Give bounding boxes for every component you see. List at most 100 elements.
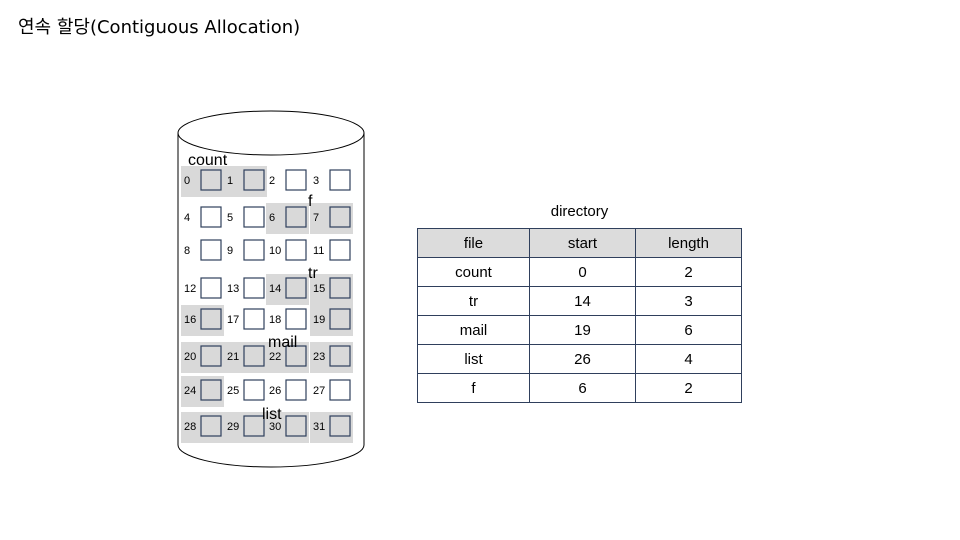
- block-number: 14: [269, 283, 281, 295]
- cell-file: f: [417, 373, 530, 403]
- disk-block: [243, 415, 265, 437]
- disk-block: [285, 345, 307, 367]
- disk-block: [243, 308, 265, 330]
- disk-block: [243, 206, 265, 228]
- block-number: 28: [184, 421, 196, 433]
- block-number: 11: [313, 245, 324, 257]
- disk-block: [200, 308, 222, 330]
- disk-block: [200, 239, 222, 261]
- directory-caption: directory: [550, 203, 609, 220]
- block-number: 22: [269, 351, 281, 363]
- block-number: 5: [227, 212, 233, 224]
- block-number: 31: [313, 421, 325, 433]
- file-label: count: [188, 152, 228, 169]
- block-number: 30: [269, 421, 281, 433]
- disk-block: [243, 169, 265, 191]
- slide-title: 연속 할당(Contiguous Allocation): [18, 17, 301, 38]
- block-number: 23: [313, 351, 325, 363]
- cell-file: tr: [417, 286, 530, 316]
- block-number: 0: [184, 175, 190, 187]
- directory-row: f 6 2: [417, 373, 742, 403]
- cell-length: 2: [635, 373, 742, 403]
- disk-block: [200, 169, 222, 191]
- file-label: list: [262, 406, 282, 423]
- disk-block: [200, 379, 222, 401]
- disk-block: [285, 277, 307, 299]
- cell-file: count: [417, 257, 530, 287]
- block-number: 10: [269, 245, 281, 257]
- block-number: 21: [227, 351, 239, 363]
- disk-block: [329, 345, 351, 367]
- cell-length: 2: [635, 257, 742, 287]
- disk-block: [285, 169, 307, 191]
- disk-block: [329, 308, 351, 330]
- directory-table: file start length count 0 2 tr 14 3 mail…: [417, 228, 742, 403]
- cell-file: mail: [417, 315, 530, 345]
- disk-block: [200, 277, 222, 299]
- disk-block: [329, 379, 351, 401]
- block-number: 27: [313, 385, 325, 397]
- header-length: length: [635, 228, 742, 258]
- disk-block: [200, 345, 222, 367]
- disk-block: [243, 239, 265, 261]
- file-label: tr: [308, 265, 318, 282]
- disk-block: [285, 415, 307, 437]
- file-label: mail: [268, 334, 297, 351]
- block-number: 13: [227, 283, 239, 295]
- cell-length: 4: [635, 344, 742, 374]
- block-number: 16: [184, 314, 196, 326]
- block-number: 25: [227, 385, 239, 397]
- disk-block: [200, 415, 222, 437]
- cell-start: 14: [529, 286, 636, 316]
- block-number: 17: [227, 314, 239, 326]
- block-number: 20: [184, 351, 196, 363]
- disk-block: [243, 345, 265, 367]
- directory-header-row: file start length: [417, 228, 742, 258]
- block-number: 1: [227, 175, 233, 187]
- block-number: 3: [313, 175, 319, 187]
- cell-start: 6: [529, 373, 636, 403]
- disk-block: [285, 239, 307, 261]
- block-number: 15: [313, 283, 325, 295]
- disk-block: [200, 206, 222, 228]
- disk-block: [329, 239, 351, 261]
- block-number: 18: [269, 314, 281, 326]
- header-start: start: [529, 228, 636, 258]
- disk-block: [285, 206, 307, 228]
- disk-block: [243, 379, 265, 401]
- disk-block: [329, 206, 351, 228]
- cell-length: 3: [635, 286, 742, 316]
- block-number: 4: [184, 212, 190, 224]
- directory-row: tr 14 3: [417, 286, 742, 316]
- block-number: 12: [184, 283, 196, 295]
- file-label: f: [308, 193, 313, 210]
- block-number: 7: [313, 212, 319, 224]
- cell-length: 6: [635, 315, 742, 345]
- directory-row: mail 19 6: [417, 315, 742, 345]
- directory-row: list 26 4: [417, 344, 742, 374]
- block-number: 8: [184, 245, 190, 257]
- disk-block: [243, 277, 265, 299]
- block-number: 2: [269, 175, 275, 187]
- block-number: 24: [184, 385, 196, 397]
- cell-start: 19: [529, 315, 636, 345]
- disk-cylinder-top: [177, 110, 365, 156]
- disk-block: [329, 415, 351, 437]
- cell-start: 0: [529, 257, 636, 287]
- directory-row: count 0 2: [417, 257, 742, 287]
- block-number: 9: [227, 245, 233, 257]
- disk-block: [329, 277, 351, 299]
- block-number: 29: [227, 421, 239, 433]
- disk-cylinder-body: [177, 133, 365, 468]
- disk-block: [329, 169, 351, 191]
- header-file: file: [417, 228, 530, 258]
- block-number: 26: [269, 385, 281, 397]
- cell-start: 26: [529, 344, 636, 374]
- disk-block: [285, 379, 307, 401]
- file-labels: count f tr mail list: [188, 152, 318, 423]
- disk-block: [285, 308, 307, 330]
- block-number: 19: [313, 314, 325, 326]
- block-number: 6: [269, 212, 275, 224]
